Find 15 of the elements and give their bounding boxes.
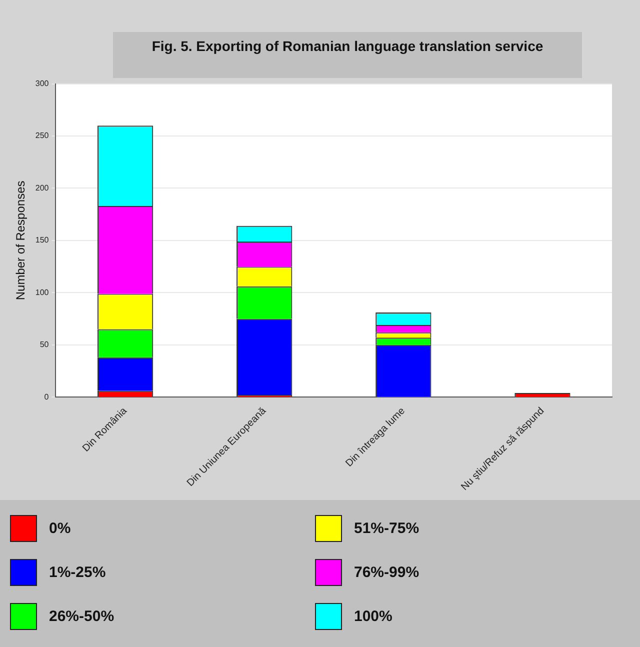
y-tick-label: 200 [35,183,50,192]
y-tick-label: 250 [35,131,50,140]
chart-title: Fig. 5. Exporting of Romanian language translation service [113,32,582,78]
legend-label: 0% [49,520,71,536]
y-tick-label: 300 [35,79,50,88]
legend-label: 76%-99% [354,564,420,580]
y-tick-label: 0 [44,392,50,402]
legend-label: 51%-75% [354,520,420,536]
legend-label: 1%-25% [49,564,106,580]
y-tick-label: 150 [35,236,50,245]
legend-label: 26%-50% [49,608,114,624]
legend-label: 100% [354,608,392,624]
y-tick-label: 100 [35,288,50,297]
y-axis-title: Number of Responses [14,180,28,300]
y-tick-label: 50 [40,340,50,350]
